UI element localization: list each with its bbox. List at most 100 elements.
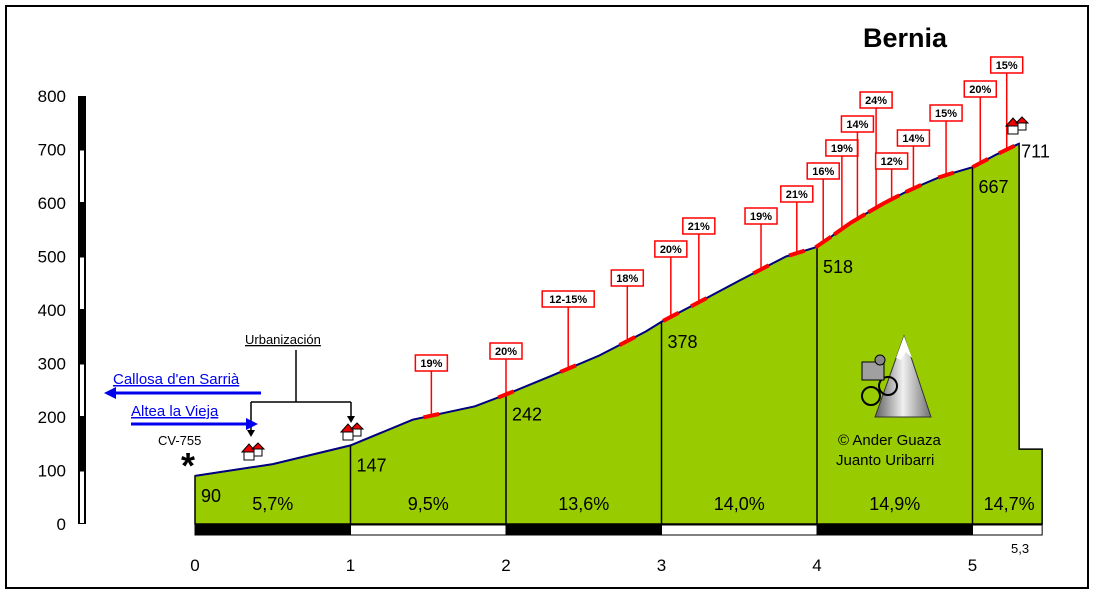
max-gradient-label: 19% [420, 358, 442, 370]
gradient-box [963, 80, 998, 98]
km-dividers [349, 167, 974, 524]
gradient-box [682, 217, 716, 235]
elevation-label: 90 [201, 486, 221, 506]
y-tick-label: 200 [38, 408, 66, 427]
gradient-box [489, 342, 523, 360]
max-gradient-label: 19% [831, 143, 853, 155]
link-altea[interactable]: Altea la Vieja [131, 403, 258, 430]
steep-section [752, 263, 770, 276]
y-tick-label: 400 [38, 301, 66, 320]
elevation-label: 242 [512, 405, 542, 425]
x-tick-labels: 0 1 2 3 4 5 [190, 556, 977, 575]
link-callosa[interactable]: Callosa d'en Sarrià [104, 371, 261, 399]
steep-section [937, 170, 955, 180]
max-gradient-label: 18% [616, 273, 638, 285]
chart-frame [5, 5, 1089, 589]
segment-gradient-label: 9,5% [408, 494, 449, 514]
y-tick-label: 100 [38, 462, 66, 481]
segment-gradient-labels: 5,7% 9,5% 13,6% 14,0% 14,9% 14,7% [252, 494, 1034, 514]
max-gradient-label: 15% [935, 108, 957, 120]
house-icon [240, 442, 266, 461]
gradient-box [929, 104, 963, 122]
y-scale-gap [80, 150, 84, 202]
house-icon [339, 422, 365, 441]
elevation-labels: 90 147 242 378 518 667 711 [201, 142, 1050, 506]
max-gradient-label: 19% [750, 211, 772, 223]
max-gradient-label: 14% [902, 133, 924, 145]
max-gradient-label: 15% [996, 60, 1018, 72]
y-tick-label: 600 [38, 194, 66, 213]
gradient-box [744, 207, 778, 225]
credit-line-2: Juanto Uribarri [836, 452, 934, 469]
house-icon [1004, 116, 1030, 135]
y-tick-label: 500 [38, 248, 66, 267]
gradient-box [840, 115, 875, 133]
x-tick-label: 0 [190, 556, 199, 575]
segment-gradient-label: 13,6% [558, 494, 609, 514]
gradient-box [896, 129, 931, 147]
x-tick-label: 1 [346, 556, 355, 575]
chart-title: Bernia [863, 23, 948, 53]
credit-line-1: © Ander Guaza [838, 432, 941, 449]
x-axis-bar [194, 524, 1043, 536]
elevation-label: 147 [357, 455, 387, 475]
steep-section [867, 201, 885, 214]
urbanizacion-label: Urbanización [245, 332, 321, 347]
urbanizacion-annotation: Urbanización [245, 332, 355, 437]
segment-gradient-label: 14,9% [869, 494, 920, 514]
road-label: CV-755 [158, 433, 201, 448]
gradient-box [610, 269, 645, 287]
y-scale-gap [80, 471, 84, 523]
x-tick-label: 3 [657, 556, 666, 575]
gradient-box [780, 185, 814, 203]
y-scale-gap [80, 364, 84, 416]
km-bar-segment [194, 524, 351, 536]
y-scale-bar [80, 150, 84, 523]
gradient-box [806, 162, 840, 180]
x-tick-label: 2 [501, 556, 510, 575]
elevation-label: 518 [823, 257, 853, 277]
max-gradient-label: 20% [969, 84, 991, 96]
max-gradient-label: 21% [688, 221, 710, 233]
gradient-box [414, 354, 449, 372]
y-axis [78, 96, 86, 524]
max-gradient-label: 21% [786, 189, 808, 201]
elevation-label: 711 [1021, 142, 1050, 162]
y-tick-label: 800 [38, 87, 66, 106]
x-end-label: 5,3 [1011, 541, 1029, 556]
segment-gradient-label: 14,0% [714, 494, 765, 514]
km-bar-segment [816, 524, 973, 536]
x-tick-label: 4 [812, 556, 821, 575]
km-bar-segment [505, 524, 662, 536]
max-gradient-label: 14% [846, 119, 868, 131]
segment-gradient-label: 14,7% [984, 494, 1035, 514]
km-bar-segment [972, 524, 1043, 536]
segment-gradient-label: 5,7% [252, 494, 293, 514]
x-tick-label: 5 [968, 556, 977, 575]
y-scale-gap [80, 257, 84, 309]
max-gradient-label: 20% [660, 244, 682, 256]
max-gradient-label: 16% [812, 166, 834, 178]
elevation-label: 378 [668, 332, 698, 352]
max-gradient-labels: 19% 20% 12-15% 18% 20% 21% 19% 21% 16% 19% 14% 24% 1… [414, 56, 1024, 416]
steep-section [904, 183, 923, 194]
y-tick-labels: 0 100 200 300 400 500 600 700 800 [38, 87, 66, 534]
gradient-box [874, 152, 909, 170]
y-tick-label: 0 [57, 515, 66, 534]
gradient-box [541, 290, 595, 308]
y-tick-label: 700 [38, 141, 66, 160]
max-gradient-label: 12-15% [549, 294, 587, 306]
km-bar-segment [661, 524, 818, 536]
link-callosa-label[interactable]: Callosa d'en Sarrià [113, 371, 240, 388]
link-altea-label[interactable]: Altea la Vieja [131, 403, 219, 420]
elevation-label: 667 [979, 177, 1009, 197]
km-bar-segment [350, 524, 507, 536]
steep-section [832, 221, 851, 237]
gradient-box [859, 91, 893, 109]
start-marker: * [181, 445, 195, 486]
max-gradient-label: 24% [865, 95, 887, 107]
max-gradient-label: 12% [881, 156, 903, 168]
gradient-box [989, 56, 1024, 74]
y-tick-label: 300 [38, 355, 66, 374]
